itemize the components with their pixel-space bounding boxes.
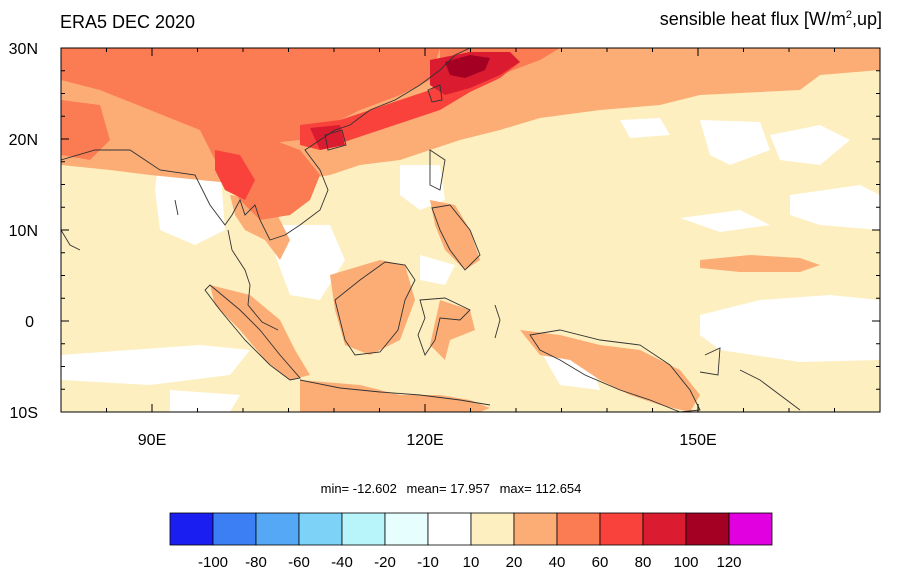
colorbar-box	[169, 512, 214, 546]
flux-100-120-regions	[445, 55, 490, 78]
colorbar-label: -40	[331, 554, 353, 571]
map-title-left: ERA5 DEC 2020	[60, 12, 196, 32]
lon-tick-label: 150E	[679, 432, 716, 449]
low-flux-regions	[61, 90, 880, 412]
colorbar-label: -80	[245, 554, 267, 571]
right-title-superscript: 2	[845, 9, 852, 21]
colorbar-box	[298, 512, 343, 546]
colorbar-label: -100	[198, 554, 228, 571]
colorbar-label: 60	[592, 554, 609, 571]
colorbar-label: 40	[549, 554, 566, 571]
lat-tick-label: 10N	[9, 223, 38, 240]
colorbar-box	[212, 512, 257, 546]
colorbar-labels: -100 -80 -60 -40 -20 -10 10 20 40 60 80 100 120	[198, 554, 742, 571]
map-ticks	[60, 47, 881, 413]
map-tick-labels: 90E 120E 150E 30N 20N 10N 0 10S	[9, 41, 717, 449]
stat-mean: mean= 17.957	[406, 481, 490, 496]
map-title-right: sensible heat flux [W/m2,up]	[660, 9, 882, 30]
stat-min: min= -12.602	[320, 481, 397, 496]
stats-line: min= -12.602 mean= 17.957 max= 112.654	[0, 481, 902, 496]
colorbar-label: 10	[463, 554, 480, 571]
colorbar-label: 20	[506, 554, 523, 571]
colorbar-box	[255, 512, 300, 546]
colorbar-label: -20	[374, 554, 396, 571]
colorbar-label: -10	[417, 554, 439, 571]
stat-max: max= 112.654	[499, 481, 582, 496]
colorbar-label: 100	[673, 554, 698, 571]
colorbar-box	[513, 512, 558, 546]
lat-tick-label: 20N	[9, 132, 38, 149]
colorbar-box	[427, 512, 472, 546]
colorbar-box	[470, 512, 515, 546]
colorbar-label: 80	[635, 554, 652, 571]
lat-tick-label: 10S	[10, 405, 38, 422]
colorbar-box	[599, 512, 644, 546]
colorbar-box	[642, 512, 687, 546]
colorbar-label: 120	[716, 554, 741, 571]
lat-tick-label: 30N	[9, 41, 38, 58]
sensible-heat-flux-map: 90E 120E 150E 30N 20N 10N 0 10S	[9, 41, 881, 449]
colorbar-box	[556, 512, 601, 546]
colorbar-box	[728, 512, 773, 546]
lon-tick-label: 120E	[406, 432, 443, 449]
colorbar-box	[341, 512, 386, 546]
colorbar-boxes	[169, 512, 773, 546]
right-title-prefix: sensible heat flux [W/m	[659, 9, 846, 29]
right-title-suffix: ,up]	[851, 9, 882, 29]
coastlines	[61, 48, 801, 412]
colorbar-box	[384, 512, 429, 546]
lat-tick-label: 0	[25, 314, 34, 331]
colorbar-label: -60	[288, 554, 310, 571]
colorbar-box	[685, 512, 730, 546]
lon-tick-label: 90E	[138, 432, 166, 449]
